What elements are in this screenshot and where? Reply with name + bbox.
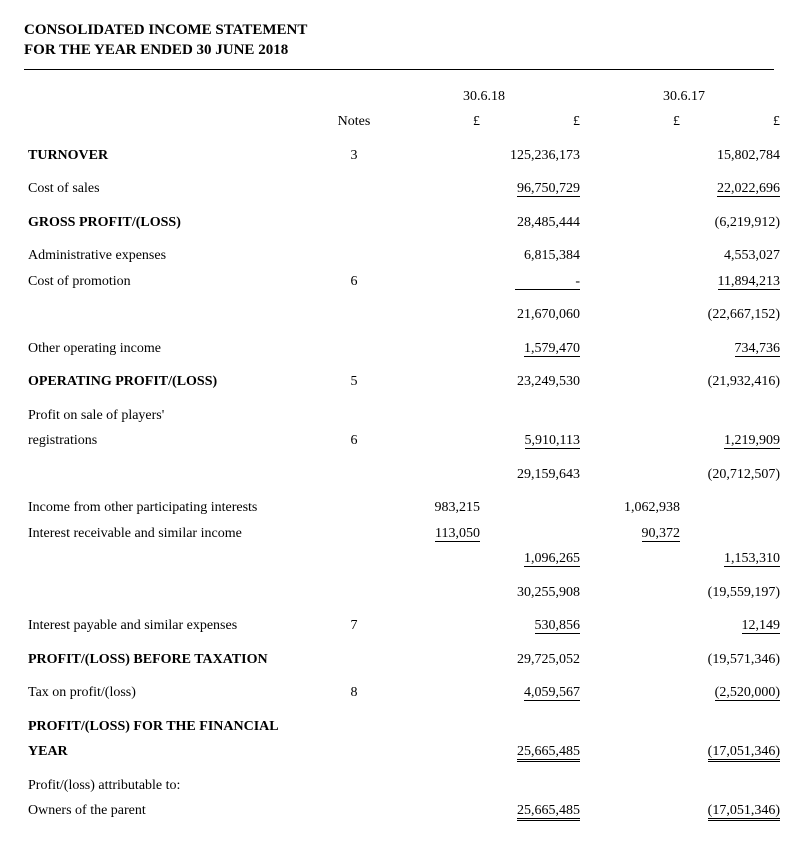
sub4-2018: 30,255,908 xyxy=(484,580,584,606)
other-op-label: Other operating income xyxy=(24,336,324,362)
pbt-label: PROFIT/(LOSS) BEFORE TAXATION xyxy=(24,647,324,673)
row-other-operating-income: Other operating income 1,579,470 734,736 xyxy=(24,336,784,362)
cost-sales-2017: 22,022,696 xyxy=(717,181,780,197)
row-pfy-1: PROFIT/(LOSS) FOR THE FINANCIAL xyxy=(24,714,784,740)
turnover-label: TURNOVER xyxy=(24,143,324,169)
currency-2018a: £ xyxy=(384,109,484,135)
op-profit-2018: 23,249,530 xyxy=(484,369,584,395)
row-admin-expenses: Administrative expenses 6,815,384 4,553,… xyxy=(24,243,784,269)
currency-2018b: £ xyxy=(484,109,584,135)
op-profit-2017: (21,932,416) xyxy=(684,369,784,395)
admin-2018: 6,815,384 xyxy=(484,243,584,269)
row-subtotal-3: 1,096,265 1,153,310 xyxy=(24,546,784,572)
turnover-2017: 15,802,784 xyxy=(684,143,784,169)
row-player-sale-2: registrations 6 5,910,113 1,219,909 xyxy=(24,428,784,454)
sub3-2017: 1,153,310 xyxy=(724,551,780,567)
turnover-2018: 125,236,173 xyxy=(484,143,584,169)
income-statement-table: 30.6.18 30.6.17 Notes £ £ £ £ TURNOVER 3… xyxy=(24,84,784,824)
row-subtotal-2: 29,159,643 (20,712,507) xyxy=(24,462,784,488)
admin-2017: 4,553,027 xyxy=(684,243,784,269)
player-sale-label-2: registrations xyxy=(24,428,324,454)
row-cost-of-sales: Cost of sales 96,750,729 22,022,696 xyxy=(24,176,784,202)
sub1-2017: (22,667,152) xyxy=(684,302,784,328)
promo-2018: - xyxy=(515,274,580,290)
row-subtotal-4: 30,255,908 (19,559,197) xyxy=(24,580,784,606)
attrib-label-1: Profit/(loss) attributable to: xyxy=(24,773,324,799)
participating-2017: 1,062,938 xyxy=(584,495,684,521)
participating-label: Income from other participating interest… xyxy=(24,495,324,521)
sub2-2017: (20,712,507) xyxy=(684,462,784,488)
participating-2018: 983,215 xyxy=(384,495,484,521)
tax-2018: 4,059,567 xyxy=(524,685,580,701)
interest-recv-2017: 90,372 xyxy=(642,526,681,542)
player-sale-note: 6 xyxy=(324,428,384,454)
pbt-2017: (19,571,346) xyxy=(684,647,784,673)
tax-label: Tax on profit/(loss) xyxy=(24,680,324,706)
row-turnover: TURNOVER 3 125,236,173 15,802,784 xyxy=(24,143,784,169)
tax-2017: (2,520,000) xyxy=(715,685,780,701)
op-profit-note: 5 xyxy=(324,369,384,395)
player-sale-2018: 5,910,113 xyxy=(525,433,580,449)
col-date-2017: 30.6.17 xyxy=(584,84,784,110)
sub4-2017: (19,559,197) xyxy=(684,580,784,606)
player-sale-2017: 1,219,909 xyxy=(724,433,780,449)
op-profit-label: OPERATING PROFIT/(LOSS) xyxy=(24,369,324,395)
currency-2017b: £ xyxy=(684,109,784,135)
currency-2017a: £ xyxy=(584,109,684,135)
interest-recv-2018: 113,050 xyxy=(435,526,480,542)
other-op-2017: 734,736 xyxy=(735,341,781,357)
pfy-2017: (17,051,346) xyxy=(708,744,780,762)
row-tax: Tax on profit/(loss) 8 4,059,567 (2,520,… xyxy=(24,680,784,706)
other-op-2018: 1,579,470 xyxy=(524,341,580,357)
row-attrib-2: Owners of the parent 25,665,485 (17,051,… xyxy=(24,798,784,824)
row-cost-promotion: Cost of promotion 6 - 11,894,213 xyxy=(24,269,784,295)
sub2-2018: 29,159,643 xyxy=(484,462,584,488)
attrib-label-2: Owners of the parent xyxy=(24,798,324,824)
cost-sales-2018: 96,750,729 xyxy=(517,181,580,197)
turnover-note: 3 xyxy=(324,143,384,169)
attrib-2017: (17,051,346) xyxy=(708,803,780,821)
promo-note: 6 xyxy=(324,269,384,295)
int-payable-2017: 12,149 xyxy=(742,618,781,634)
int-payable-2018: 530,856 xyxy=(535,618,581,634)
row-pfy-2: YEAR 25,665,485 (17,051,346) xyxy=(24,739,784,765)
cost-sales-label: Cost of sales xyxy=(24,176,324,202)
attrib-2018: 25,665,485 xyxy=(517,803,580,821)
gross-2017: (6,219,912) xyxy=(684,210,784,236)
promo-label: Cost of promotion xyxy=(24,269,324,295)
row-pbt: PROFIT/(LOSS) BEFORE TAXATION 29,725,052… xyxy=(24,647,784,673)
header-dates-row: 30.6.18 30.6.17 xyxy=(24,84,784,110)
sub1-2018: 21,670,060 xyxy=(484,302,584,328)
row-subtotal-1: 21,670,060 (22,667,152) xyxy=(24,302,784,328)
interest-recv-label: Interest receivable and similar income xyxy=(24,521,324,547)
title-line-2: FOR THE YEAR ENDED 30 JUNE 2018 xyxy=(24,42,288,58)
page-title: CONSOLIDATED INCOME STATEMENT FOR THE YE… xyxy=(24,20,774,61)
sub3-2018: 1,096,265 xyxy=(524,551,580,567)
row-gross-profit: GROSS PROFIT/(LOSS) 28,485,444 (6,219,91… xyxy=(24,210,784,236)
pbt-2018: 29,725,052 xyxy=(484,647,584,673)
title-rule xyxy=(24,69,774,70)
pfy-label-2: YEAR xyxy=(24,739,324,765)
col-date-2018: 30.6.18 xyxy=(384,84,584,110)
gross-2018: 28,485,444 xyxy=(484,210,584,236)
promo-2017: 11,894,213 xyxy=(718,274,780,290)
title-line-1: CONSOLIDATED INCOME STATEMENT xyxy=(24,22,307,38)
row-operating-profit: OPERATING PROFIT/(LOSS) 5 23,249,530 (21… xyxy=(24,369,784,395)
row-interest-payable: Interest payable and similar expenses 7 … xyxy=(24,613,784,639)
gross-label: GROSS PROFIT/(LOSS) xyxy=(24,210,324,236)
header-labels-row: Notes £ £ £ £ xyxy=(24,109,784,135)
row-interest-receivable: Interest receivable and similar income 1… xyxy=(24,521,784,547)
row-attrib-1: Profit/(loss) attributable to: xyxy=(24,773,784,799)
pfy-2018: 25,665,485 xyxy=(517,744,580,762)
int-payable-label: Interest payable and similar expenses xyxy=(24,613,324,639)
player-sale-label-1: Profit on sale of players' xyxy=(24,403,324,429)
notes-header: Notes xyxy=(324,109,384,135)
tax-note: 8 xyxy=(324,680,384,706)
pfy-label-1: PROFIT/(LOSS) FOR THE FINANCIAL xyxy=(24,714,324,740)
row-player-sale-1: Profit on sale of players' xyxy=(24,403,784,429)
admin-label: Administrative expenses xyxy=(24,243,324,269)
int-payable-note: 7 xyxy=(324,613,384,639)
row-participating: Income from other participating interest… xyxy=(24,495,784,521)
